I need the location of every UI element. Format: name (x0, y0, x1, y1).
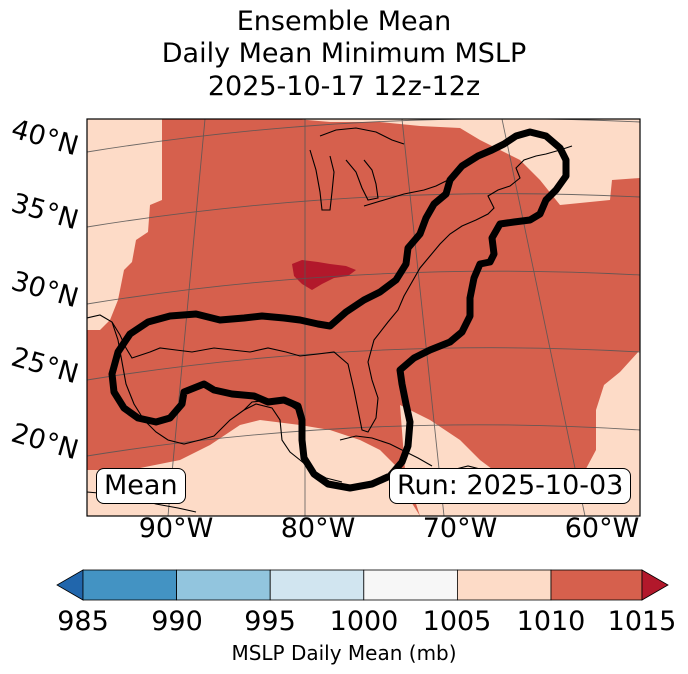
title-line-3: 2025-10-17 12z-12z (207, 71, 481, 102)
title-line-2: Daily Mean Minimum MSLP (161, 38, 527, 69)
colorbar-segment-985-990 (82, 569, 177, 601)
colorbar-segment-1000-1005 (363, 569, 458, 601)
mean-label-box: Mean (96, 468, 186, 504)
lon-label-80w: 80°W (280, 513, 356, 544)
colorbar-segment-995-1000 (269, 569, 365, 601)
colorbar-segment-1010-1015 (550, 569, 643, 601)
coastline-great-lakes-superior (319, 127, 405, 145)
colorbar-tick-1000: 1000 (329, 606, 399, 637)
title-line-1: Ensemble Mean (236, 6, 452, 37)
gridline-lon-60 (501, 119, 586, 516)
gridline-lon-70 (401, 119, 445, 516)
colorbar-label: MSLP Daily Mean (mb) (231, 641, 457, 665)
coastline-great-lakes-michigan (309, 149, 335, 211)
gridline-lat-30 (87, 270, 640, 305)
mslp-contour (108, 128, 570, 492)
colorbar-tick-1010: 1010 (516, 606, 586, 637)
coastline-cuba (339, 435, 433, 467)
colorbar-tick-995: 995 (244, 606, 296, 637)
colorbar-tick-990: 990 (151, 606, 203, 637)
run-date-box: Run: 2025-10-03 (389, 468, 632, 504)
lon-label-90w: 90°W (138, 513, 214, 544)
coastline-mexico (111, 321, 343, 483)
colorbar-segment-1005-1010 (456, 569, 552, 601)
lon-label-60w: 60°W (564, 513, 640, 544)
lon-label-70w: 70°W (422, 513, 498, 544)
colorbar-tick-1015: 1015 (607, 606, 677, 637)
colorbar-extend-low (56, 569, 84, 601)
colorbar-tick-1005: 1005 (422, 606, 492, 637)
colorbar-extend-high (641, 569, 669, 601)
mslp-region-light-north-west (87, 119, 162, 330)
colorbar-tick-985: 985 (57, 606, 109, 637)
gridline-lat-25 (87, 347, 640, 381)
gridline-lat-35 (87, 193, 640, 228)
colorbar-segment-990-995 (176, 569, 271, 601)
colorbar (56, 569, 669, 601)
coastline-great-lakes-erie-ontario (363, 179, 449, 207)
coastline-gulf-atlantic (87, 145, 573, 433)
mslp-region-dark-center (292, 260, 356, 290)
map-border (86, 118, 641, 517)
coastline-great-lakes-huron (345, 159, 379, 201)
